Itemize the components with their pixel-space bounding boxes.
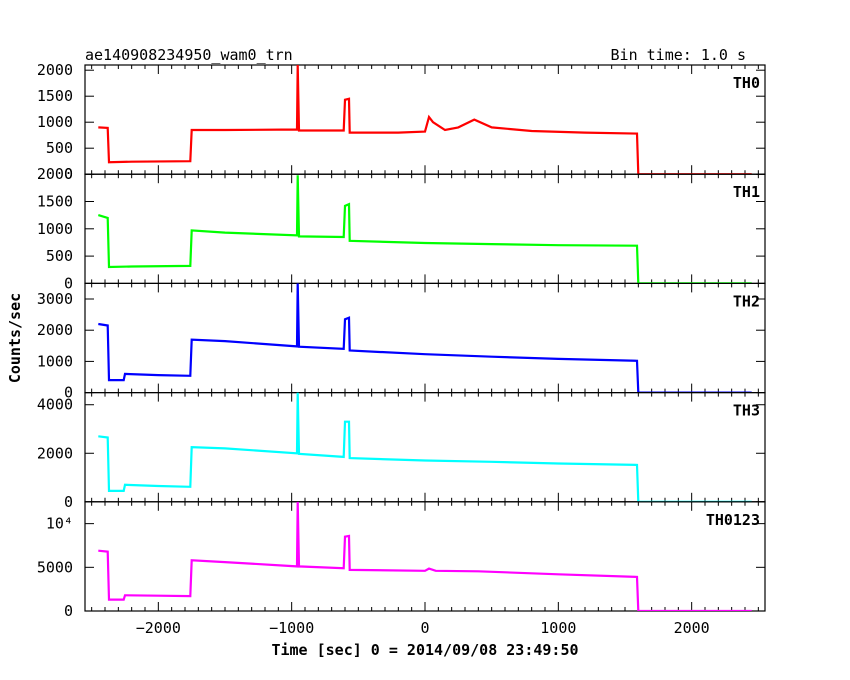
y-tick-label: 2000: [37, 61, 73, 79]
y-tick-label: 0: [64, 493, 73, 511]
y-tick-label: 4000: [37, 396, 73, 414]
y-axis-label: Counts/sec: [6, 293, 24, 383]
series-line-th1: [97, 175, 752, 284]
y-tick-label: 1000: [37, 113, 73, 131]
y-tick-label: 0: [64, 165, 73, 183]
panel-frame-th0123: [84, 501, 766, 612]
panel-frame-th0: [84, 64, 766, 175]
y-tick-label: 0: [64, 602, 73, 620]
panel-label-th0: TH0: [733, 74, 760, 92]
y-tick-label: 2000: [37, 321, 73, 339]
panel-label-th3: TH3: [733, 402, 760, 420]
y-tick-label: 0: [64, 274, 73, 292]
y-tick-label: 500: [46, 139, 73, 157]
panel-label-th0123: TH0123: [706, 511, 760, 529]
panel-label-th2: TH2: [733, 292, 760, 310]
y-tick-label: 1000: [37, 220, 73, 238]
chart-title-left: ae140908234950_wam0_trn: [85, 46, 293, 64]
series-line-th2: [98, 283, 752, 393]
y-tick-label: 1500: [37, 87, 73, 105]
x-tick-label: 1000: [540, 619, 576, 637]
panel-label-th1: TH1: [733, 183, 760, 201]
y-tick-label: 500: [46, 247, 73, 265]
series-line-th3: [98, 392, 752, 502]
y-tick-label: 5000: [37, 558, 73, 576]
y-tick-label: 10⁴: [46, 515, 73, 533]
y-tick-label: 3000: [37, 290, 73, 308]
y-tick-label: 0: [64, 384, 73, 402]
series-line-th0: [98, 65, 752, 175]
x-axis-label: Time [sec] 0 = 2014/09/08 23:49:50: [271, 641, 578, 659]
panel-frame-th3: [84, 392, 766, 503]
series-line-th0123: [98, 501, 752, 611]
x-tick-label: −2000: [136, 619, 181, 637]
x-tick-label: 2000: [674, 619, 710, 637]
y-tick-label: 1000: [37, 352, 73, 370]
y-tick-label: 2000: [37, 165, 73, 183]
y-tick-label: 2000: [37, 444, 73, 462]
y-tick-label: 1500: [37, 193, 73, 211]
x-tick-label: −1000: [269, 619, 314, 637]
x-tick-label: 0: [420, 619, 429, 637]
chart-title-right: Bin time: 1.0 s: [610, 46, 746, 64]
